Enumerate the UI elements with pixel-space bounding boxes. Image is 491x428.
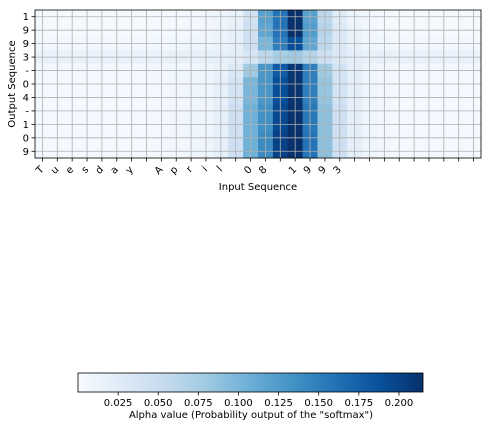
- x-tick-label: p: [168, 164, 180, 176]
- x-tick-label: y: [124, 164, 136, 176]
- y-tick-label: -: [25, 66, 29, 77]
- x-tick-label: 8: [257, 164, 269, 176]
- x-tick-label: 1: [287, 164, 299, 176]
- x-tick-label: i: [200, 164, 210, 174]
- y-axis-label: Output Sequence: [7, 40, 18, 127]
- x-tick-label: T: [34, 164, 47, 177]
- x-tick-label: 9: [302, 164, 314, 176]
- colorbar-tick-label: 0.200: [385, 398, 414, 409]
- x-axis-label: Input Sequence: [219, 182, 297, 193]
- x-tick-label: A: [153, 164, 166, 177]
- y-axis-ticks: 1 9 9 3 - 0 4 - 1 0 9: [23, 12, 35, 158]
- y-tick-label: 3: [23, 53, 29, 64]
- y-tick-label: -: [25, 106, 29, 117]
- x-tick-label: s: [80, 164, 91, 175]
- colorbar-label: Alpha value (Probability output of the "…: [129, 410, 373, 421]
- x-tick-label: u: [49, 164, 61, 176]
- x-tick-label: 3: [332, 164, 344, 176]
- x-tick-label: r: [185, 164, 196, 175]
- y-tick-label: 0: [23, 133, 29, 144]
- x-tick-label: d: [94, 164, 106, 176]
- colorbar-ticks: 0.025 0.050 0.075 0.100 0.125 0.150 0.175 0.200: [104, 392, 413, 409]
- y-tick-label: 9: [23, 39, 29, 50]
- colorbar-tick-label: 0.150: [304, 398, 333, 409]
- y-tick-label: 1: [23, 120, 29, 131]
- x-tick-label: l: [215, 164, 225, 174]
- colorbar-tick-label: 0.100: [224, 398, 253, 409]
- y-tick-label: 1: [23, 12, 29, 23]
- y-tick-label: 9: [23, 26, 29, 37]
- y-tick-label: 9: [23, 147, 29, 158]
- colorbar-tick-label: 0.025: [104, 398, 133, 409]
- colorbar-tick-label: 0.175: [344, 398, 373, 409]
- colorbar-tick-label: 0.075: [184, 398, 213, 409]
- colorbar: [77, 372, 424, 393]
- colorbar-tick-label: 0.125: [264, 398, 293, 409]
- y-tick-label: 4: [23, 93, 29, 104]
- y-tick-label: 0: [23, 80, 29, 91]
- colorbar-tick-label: 0.050: [144, 398, 173, 409]
- x-tick-label: a: [109, 164, 121, 176]
- x-tick-label: 0: [242, 164, 254, 176]
- x-tick-label: e: [64, 164, 76, 176]
- heatmap-grid: [35, 10, 481, 158]
- x-tick-label: 9: [317, 164, 329, 176]
